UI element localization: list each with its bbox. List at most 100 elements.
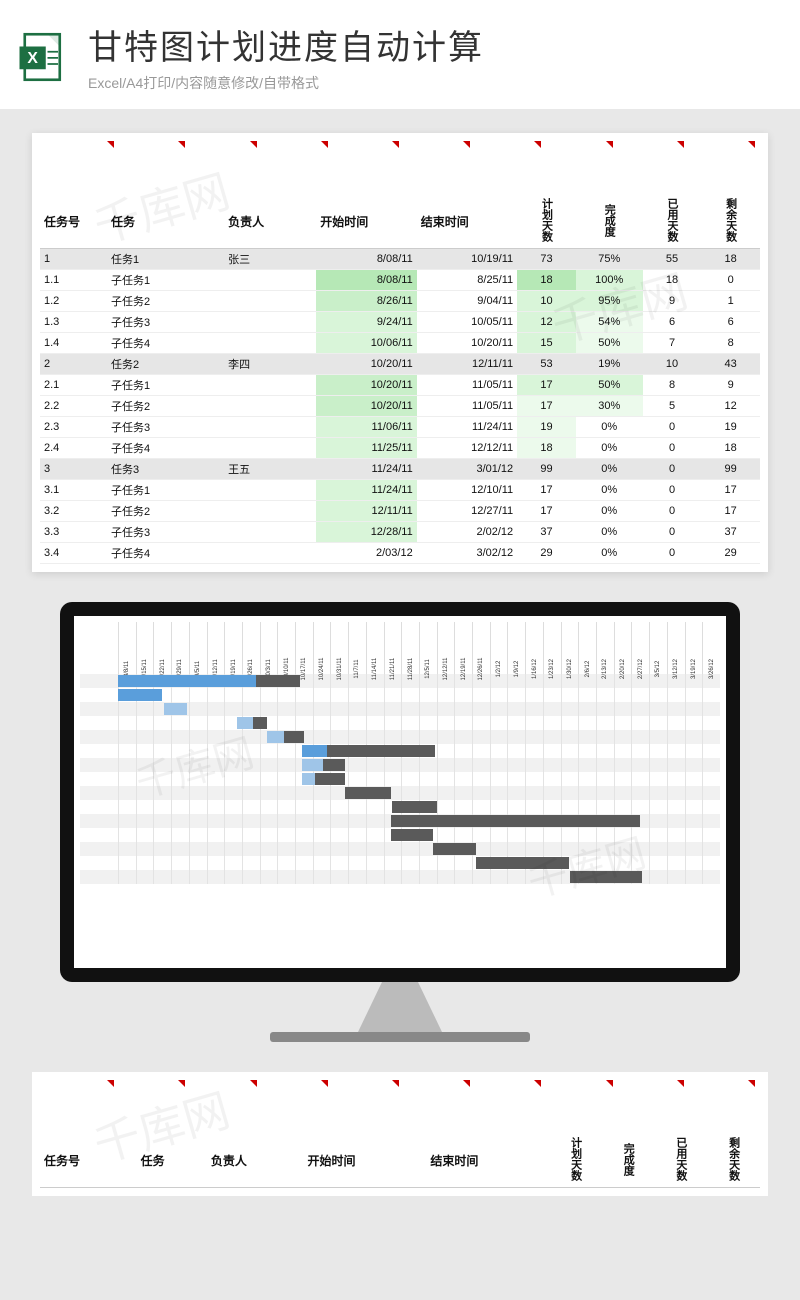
table-row[interactable]: 2.3子任务311/06/1111/24/11190%019 <box>40 417 760 438</box>
cell: 0% <box>576 501 643 522</box>
col-header: 完成度 <box>576 195 643 249</box>
cell: 18 <box>701 249 760 270</box>
col-header: 计划天数 <box>549 1134 602 1188</box>
cell: 0% <box>576 438 643 459</box>
cell: 子任务2 <box>107 501 224 522</box>
cell: 8/08/11 <box>316 249 416 270</box>
cell: 17 <box>517 396 576 417</box>
table-row[interactable]: 3.2子任务212/11/1112/27/11170%017 <box>40 501 760 522</box>
col-header: 任务 <box>107 195 224 249</box>
cell: 1 <box>40 249 107 270</box>
comment-marker-icon <box>606 1080 613 1087</box>
cell: 3/01/12 <box>417 459 517 480</box>
table-row[interactable]: 1.3子任务39/24/1110/05/111254%66 <box>40 312 760 333</box>
gantt-bar <box>237 717 253 729</box>
cell: 8/08/11 <box>316 270 416 291</box>
gantt-row <box>80 674 720 688</box>
gantt-row <box>80 730 720 744</box>
table-row[interactable]: 2.4子任务411/25/1112/12/11180%018 <box>40 438 760 459</box>
comment-marker-icon <box>321 141 328 148</box>
gantt-bar <box>315 773 345 785</box>
gantt-chart-panel: 8/8/118/15/118/22/118/29/119/5/119/12/11… <box>74 616 726 968</box>
gantt-date-col: 12/26/11 <box>472 622 490 674</box>
cell: 3.2 <box>40 501 107 522</box>
cell: 子任务2 <box>107 291 224 312</box>
cell: 6 <box>643 312 702 333</box>
comment-marker-icon <box>748 141 755 148</box>
gantt-date-col: 1/16/12 <box>525 622 543 674</box>
cell: 37 <box>701 522 760 543</box>
cell: 3/02/12 <box>417 543 517 564</box>
gantt-row <box>80 758 720 772</box>
comment-marker-icon <box>392 141 399 148</box>
table-row[interactable]: 3任务3王五11/24/113/01/12990%099 <box>40 459 760 480</box>
gantt-bar <box>267 731 285 743</box>
gantt-date-col: 12/19/11 <box>454 622 472 674</box>
cell: 9 <box>701 375 760 396</box>
page-subtitle: Excel/A4打印/内容随意修改/自带格式 <box>88 73 784 93</box>
cell <box>224 291 316 312</box>
cell: 8/26/11 <box>316 291 416 312</box>
cell: 10/20/11 <box>417 333 517 354</box>
table-row[interactable]: 2任务2李四10/20/1112/11/115319%1043 <box>40 354 760 375</box>
gantt-date-col: 8/8/11 <box>118 622 136 674</box>
cell: 55 <box>643 249 702 270</box>
table-row[interactable]: 3.1子任务111/24/1112/10/11170%017 <box>40 480 760 501</box>
cell: 任务3 <box>107 459 224 480</box>
gantt-date-col: 1/2/12 <box>490 622 508 674</box>
cell: 99 <box>701 459 760 480</box>
cell <box>224 543 316 564</box>
cell: 0 <box>643 417 702 438</box>
cell: 子任务3 <box>107 312 224 333</box>
table-row[interactable]: 3.3子任务312/28/112/02/12370%037 <box>40 522 760 543</box>
cell: 11/24/11 <box>316 459 416 480</box>
table-row[interactable]: 3.4子任务42/03/123/02/12290%029 <box>40 543 760 564</box>
cell: 0 <box>643 459 702 480</box>
cell: 10/19/11 <box>417 249 517 270</box>
cell <box>224 438 316 459</box>
col-header: 计划天数 <box>517 195 576 249</box>
cell: 12/27/11 <box>417 501 517 522</box>
gantt-date-col: 3/26/12 <box>702 622 720 674</box>
cell: 73 <box>517 249 576 270</box>
cell: 30% <box>576 396 643 417</box>
gantt-date-col: 8/22/11 <box>153 622 171 674</box>
gantt-bar <box>345 787 391 799</box>
cell: 0 <box>643 480 702 501</box>
cell: 10/20/11 <box>316 354 416 375</box>
gantt-date-col: 11/28/11 <box>401 622 419 674</box>
cell: 2.4 <box>40 438 107 459</box>
comment-marker-icon <box>677 141 684 148</box>
cell: 2.1 <box>40 375 107 396</box>
cell: 子任务2 <box>107 396 224 417</box>
task-table: 任务号任务负责人开始时间结束时间计划天数完成度已用天数剩余天数 1任务1张三8/… <box>40 195 760 564</box>
cell: 张三 <box>224 249 316 270</box>
cell: 2.3 <box>40 417 107 438</box>
table-row[interactable]: 2.2子任务210/20/1111/05/111730%512 <box>40 396 760 417</box>
excel-icon: X <box>16 29 72 85</box>
table-row[interactable]: 1.2子任务28/26/119/04/111095%91 <box>40 291 760 312</box>
table-row[interactable]: 1任务1张三8/08/1110/19/117375%5518 <box>40 249 760 270</box>
table-row[interactable]: 1.1子任务18/08/118/25/1118100%180 <box>40 270 760 291</box>
gantt-row <box>80 800 720 814</box>
cell: 子任务4 <box>107 543 224 564</box>
cell: 37 <box>517 522 576 543</box>
cell: 9 <box>643 291 702 312</box>
col-header: 完成度 <box>602 1134 655 1188</box>
gantt-date-col: 1/23/12 <box>543 622 561 674</box>
cell: 2.2 <box>40 396 107 417</box>
comment-marker-icon <box>321 1080 328 1087</box>
cell: 8/25/11 <box>417 270 517 291</box>
comment-marker-icon <box>463 141 470 148</box>
gantt-bar <box>391 829 433 841</box>
cell: 29 <box>517 543 576 564</box>
gantt-date-col: 12/5/11 <box>419 622 437 674</box>
gantt-bar <box>302 759 323 771</box>
gantt-bar <box>256 675 300 687</box>
cell: 17 <box>517 501 576 522</box>
cell: 3.1 <box>40 480 107 501</box>
cell: 6 <box>701 312 760 333</box>
cell: 53 <box>517 354 576 375</box>
table-row[interactable]: 1.4子任务410/06/1110/20/111550%78 <box>40 333 760 354</box>
table-row[interactable]: 2.1子任务110/20/1111/05/111750%89 <box>40 375 760 396</box>
